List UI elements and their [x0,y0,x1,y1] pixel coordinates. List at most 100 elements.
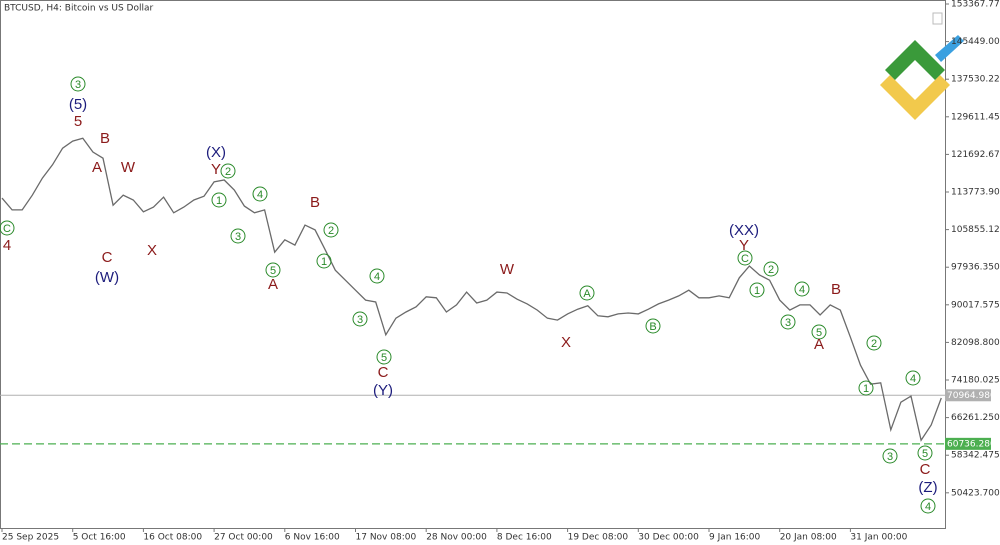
wave-circle [211,192,227,208]
wave-label: 5 [270,265,276,277]
wave-circle [252,186,268,202]
wave-label: B [100,130,110,147]
x-tick-label: 30 Dec 00:00 [638,533,699,543]
wave-circle [579,285,595,301]
wave-label: 1 [863,383,869,395]
x-tick-label: 8 Dec 16:00 [497,533,552,543]
price-label-box [945,437,991,450]
y-tick-label: 97936.350 [951,263,1000,273]
wave-label: A [814,336,824,353]
wave-circle [882,448,898,464]
y-tick-label: 121692.675 [951,150,1000,160]
chart-title: BTCUSD, H4: Bitcoin vs US Dollar [4,4,153,14]
y-tick-label: 82098.800 [951,338,1000,348]
wave-label: C [378,364,389,381]
wave-label: 2 [225,166,231,178]
wave-circle [323,222,339,238]
wave-circle [917,445,933,461]
wave-circle [0,220,15,236]
wave-label: B [649,321,656,333]
wave-label: (Z) [918,479,937,496]
wave-label: 1 [754,285,760,297]
y-tick-label: 50423.700 [951,488,1000,498]
wave-circle [866,335,882,351]
wave-label: 4 [374,271,380,283]
wave-circle [376,349,392,365]
x-tick-label: 5 Oct 16:00 [73,533,126,543]
y-tick-label: 153367.775 [951,0,1000,9]
wave-label: 4 [925,501,931,513]
wave-circle [369,268,385,284]
wave-label: 5 [922,448,928,460]
wave-label: X [561,334,571,351]
wave-label: (Y) [373,382,393,399]
wave-label: 1 [321,256,327,268]
wave-label: 3 [887,451,893,463]
y-tick-label: 137530.225 [951,75,1000,85]
wave-label: Y [211,161,221,178]
x-tick-label: 16 Oct 08:00 [143,533,202,543]
wave-label: 4 [910,373,916,385]
price-label-box [945,389,991,402]
wave-label: 5 [816,327,822,339]
wave-label: 3 [75,79,81,91]
y-tick-label: 105855.125 [951,225,1000,235]
wave-circle [70,76,86,92]
scroll-button[interactable] [932,12,943,25]
wave-circle [645,318,661,334]
wave-label: C [920,461,931,478]
wave-label: A [92,159,102,176]
x-tick-label: 17 Nov 08:00 [356,533,417,543]
wave-circle [811,324,827,340]
wave-circle [265,262,281,278]
price-label: 60736.280 [947,439,996,449]
wave-label: 4 [799,284,805,296]
wave-label: C [741,253,749,265]
y-tick-label: 74180.025 [951,376,1000,386]
wave-label: 2 [768,264,774,276]
y-tick-label: 66261.250 [951,413,1000,423]
wave-label: (X) [206,144,226,161]
x-tick-label: 6 Nov 16:00 [285,533,340,543]
plot-frame [0,0,946,529]
x-tick-label: 20 Jan 08:00 [780,533,837,543]
wave-circle [780,314,796,330]
price-label: 70964.980 [947,391,996,401]
wave-label: C [3,223,11,235]
wave-label: (XX) [729,222,759,239]
wave-label: 3 [785,317,791,329]
wave-label: Y [739,237,749,254]
wave-label: C [102,249,113,266]
wave-label: 2 [871,338,877,350]
wave-circle [230,228,246,244]
wave-circle [858,380,874,396]
x-tick-label: 9 Jan 16:00 [709,533,761,543]
wave-label: (5) [69,96,87,113]
y-tick-label: 145449.000 [951,37,1000,47]
wave-circle [316,253,332,269]
wave-circle [905,370,921,386]
wave-circle [749,282,765,298]
wave-label: 2 [328,225,334,237]
wave-label: W [500,261,515,278]
wave-circle [920,498,936,514]
x-tick-label: 28 Nov 00:00 [426,533,487,543]
wave-label: A [268,276,278,293]
wave-circle [794,281,810,297]
y-tick-label: 58342.475 [951,451,1000,461]
wave-label: A [583,288,591,300]
y-tick-label: 129611.450 [951,112,1000,122]
wave-label: W [121,159,136,176]
wave-circle [737,250,753,266]
x-tick-label: 27 Oct 00:00 [214,533,273,543]
wave-label: (W) [95,269,119,286]
x-tick-label: 31 Jan 00:00 [850,533,907,543]
wave-label: 4 [257,189,263,201]
wave-circle [763,261,779,277]
x-tick-label: 25 Sep 2025 [2,533,59,543]
logo [880,35,964,120]
y-tick-label: 113773.900 [951,188,1000,198]
x-tick-label: 19 Dec 08:00 [568,533,629,543]
wave-label: B [831,281,841,298]
